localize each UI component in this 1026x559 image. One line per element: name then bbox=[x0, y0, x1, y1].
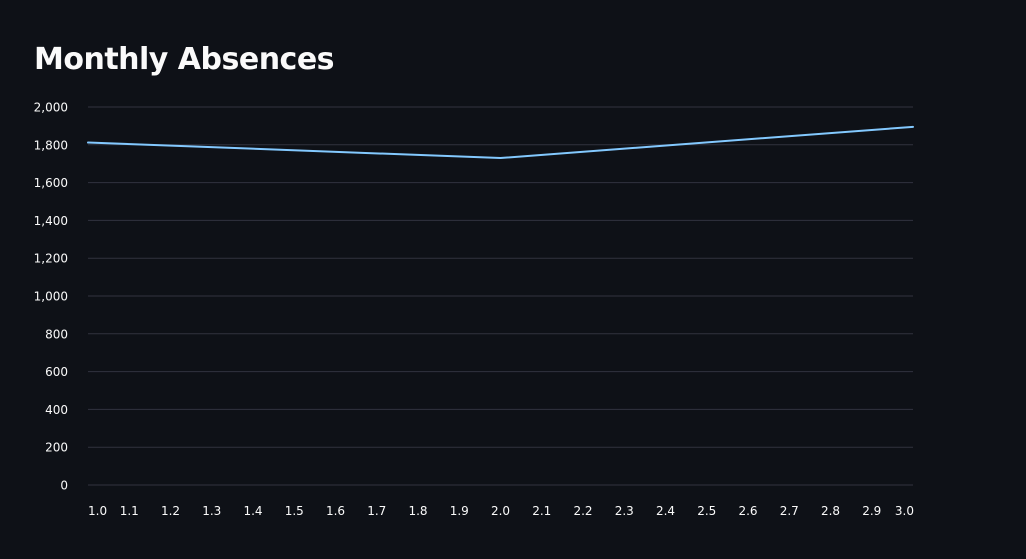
x-tick-label: 3.0 bbox=[895, 504, 914, 518]
x-axis: 1.0 1.1 1.2 1.3 1.4 1.5 1.6 1.7 1.8 1.9 2.0 2.1 2.2 2… bbox=[88, 504, 914, 518]
x-tick-label: 2.2 bbox=[573, 504, 592, 518]
x-tick-label: 1.5 bbox=[285, 504, 304, 518]
x-tick-label: 2.7 bbox=[780, 504, 799, 518]
y-tick-label: 600 bbox=[45, 365, 68, 379]
y-tick-label: 200 bbox=[45, 441, 68, 455]
x-tick-label: 2.3 bbox=[615, 504, 634, 518]
x-tick-label: 2.4 bbox=[656, 504, 675, 518]
x-tick-label: 2.9 bbox=[862, 504, 881, 518]
y-tick-label: 2,000 bbox=[34, 101, 68, 115]
x-tick-label: 2.8 bbox=[821, 504, 840, 518]
series-layer bbox=[82, 121, 919, 164]
y-tick-label: 1,600 bbox=[34, 176, 68, 190]
x-tick-label: 1.3 bbox=[202, 504, 221, 518]
y-tick-label: 1,200 bbox=[34, 252, 68, 266]
chart-title: Monthly Absences bbox=[34, 42, 335, 77]
y-axis: 0 200 400 600 800 1,000 1,200 1,400 1,600 1,800 2,… bbox=[34, 101, 68, 493]
x-tick-label: 1.8 bbox=[408, 504, 427, 518]
y-tick-label: 1,000 bbox=[34, 290, 68, 304]
x-tick-label: 1.0 bbox=[88, 504, 107, 518]
x-tick-label: 2.0 bbox=[491, 504, 510, 518]
x-tick-label: 1.2 bbox=[161, 504, 180, 518]
x-tick-label: 1.6 bbox=[326, 504, 345, 518]
x-tick-label: 2.5 bbox=[697, 504, 716, 518]
y-tick-label: 400 bbox=[45, 403, 68, 417]
y-tick-label: 0 bbox=[60, 479, 68, 493]
y-tick-label: 1,400 bbox=[34, 214, 68, 228]
data-point[interactable] bbox=[495, 152, 507, 164]
x-tick-label: 2.6 bbox=[738, 504, 757, 518]
gridlines bbox=[88, 106, 913, 486]
data-point[interactable] bbox=[82, 137, 94, 149]
x-tick-label: 1.7 bbox=[367, 504, 386, 518]
y-tick-label: 1,800 bbox=[34, 138, 68, 152]
x-tick-label: 2.1 bbox=[532, 504, 551, 518]
x-tick-label: 1.4 bbox=[243, 504, 262, 518]
data-point[interactable] bbox=[907, 121, 919, 133]
series-line bbox=[87, 125, 914, 160]
x-tick-label: 1.1 bbox=[120, 504, 139, 518]
x-tick-label: 1.9 bbox=[450, 504, 469, 518]
y-tick-label: 800 bbox=[45, 327, 68, 341]
